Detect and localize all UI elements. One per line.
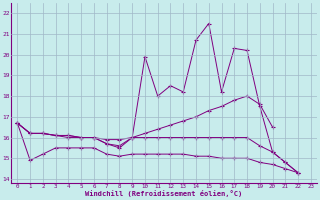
X-axis label: Windchill (Refroidissement éolien,°C): Windchill (Refroidissement éolien,°C): [85, 190, 243, 197]
